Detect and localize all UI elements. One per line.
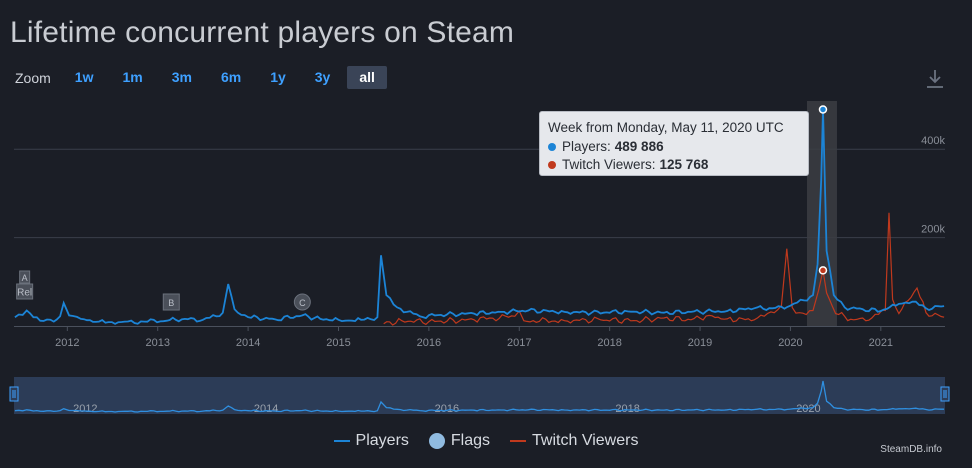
flag-label: B bbox=[168, 298, 174, 308]
legend-item-flags[interactable]: Flags bbox=[428, 432, 491, 450]
flag-label: Rel bbox=[17, 288, 32, 299]
zoom-1m-button[interactable]: 1m bbox=[122, 69, 143, 85]
tooltip-players-label: Players: bbox=[562, 138, 611, 154]
players-line-icon bbox=[333, 440, 350, 442]
navigator-range[interactable] bbox=[14, 377, 945, 414]
navigator-tick-label: 2016 bbox=[435, 403, 459, 415]
zoom-1w-button[interactable]: 1w bbox=[74, 69, 94, 85]
handle-box bbox=[9, 386, 19, 402]
navigator-right-handle[interactable] bbox=[940, 386, 950, 402]
handle-box bbox=[940, 386, 950, 402]
x-tick-label: 2016 bbox=[417, 337, 441, 349]
twitch-hover-point[interactable] bbox=[818, 266, 828, 275]
navigator-tick-label: 2014 bbox=[254, 403, 278, 415]
navigator-left-handle[interactable] bbox=[9, 386, 19, 402]
flag-a[interactable]: A bbox=[19, 270, 31, 284]
x-tick-label: 2015 bbox=[326, 337, 350, 349]
flag-b[interactable]: B bbox=[162, 293, 180, 311]
y-tick-label: 400k bbox=[921, 135, 945, 147]
x-tick-label: 2012 bbox=[55, 337, 79, 349]
tooltip-header: Week from Monday, May 11, 2020 UTC bbox=[548, 120, 784, 135]
zoom-3m-button[interactable]: 3m bbox=[171, 69, 192, 85]
flag-box bbox=[16, 283, 34, 300]
chart-tooltip: Week from Monday, May 11, 2020 UTC Playe… bbox=[539, 111, 809, 176]
zoom-6m-button[interactable]: 6m bbox=[220, 69, 242, 85]
page-title: Lifetime concurrent players on Steam bbox=[10, 16, 515, 49]
tooltip-twitch-label: Twitch Viewers: bbox=[562, 157, 656, 172]
legend-label-flags: Flags bbox=[450, 432, 491, 449]
twitch-line-icon bbox=[510, 440, 527, 442]
x-tick-label: 2018 bbox=[597, 337, 621, 349]
navigator-tick-label: 2020 bbox=[796, 403, 820, 415]
tooltip-players-value: 489 886 bbox=[614, 138, 664, 154]
zoom-all-button[interactable]: all bbox=[347, 66, 387, 89]
players-line bbox=[14, 109, 945, 325]
players-hover-point[interactable] bbox=[818, 105, 828, 114]
players-dot-icon bbox=[548, 142, 556, 151]
zoom-3y-button[interactable]: 3y bbox=[314, 69, 331, 85]
zoom-1y-button[interactable]: 1y bbox=[270, 69, 286, 85]
twitch-viewers-line bbox=[383, 212, 945, 326]
flag-c-marker bbox=[293, 293, 311, 311]
tooltip-twitch-row: Twitch Viewers: 125 768 bbox=[548, 156, 800, 175]
twitch-dot-icon bbox=[548, 161, 556, 170]
chart-legend: Players Flags Twitch Viewers bbox=[0, 432, 972, 450]
flag-box bbox=[19, 270, 31, 284]
legend-label-players: Players bbox=[355, 432, 409, 449]
flag-rel[interactable]: Rel bbox=[16, 283, 34, 300]
flag-box bbox=[162, 293, 180, 311]
navigator-tick-label: 2012 bbox=[73, 403, 97, 415]
tooltip-players-row: Players: 489 886 bbox=[548, 138, 800, 157]
x-tick-label: 2014 bbox=[236, 337, 260, 349]
x-tick-label: 2021 bbox=[869, 337, 893, 349]
flags-dot-icon bbox=[428, 433, 445, 449]
navigator-players-line bbox=[14, 380, 945, 413]
download-icon[interactable] bbox=[924, 68, 946, 90]
flag-label: C bbox=[299, 298, 306, 308]
navigator-tick-label: 2018 bbox=[615, 403, 639, 415]
flag-label: A bbox=[22, 273, 28, 283]
tooltip-twitch-value: 125 768 bbox=[659, 157, 709, 172]
x-tick-label: 2017 bbox=[507, 337, 531, 349]
legend-item-players[interactable]: Players bbox=[333, 432, 409, 450]
x-tick-label: 2020 bbox=[778, 337, 802, 349]
zoom-bar: Zoom 1w 1m 3m 6m 1y 3y all bbox=[15, 66, 392, 89]
zoom-label: Zoom bbox=[15, 69, 51, 86]
flag-c[interactable]: C bbox=[293, 293, 311, 311]
legend-label-twitch: Twitch Viewers bbox=[532, 432, 639, 449]
credit-text: SteamDB.info bbox=[880, 444, 942, 455]
x-tick-label: 2019 bbox=[688, 337, 712, 349]
x-tick-label: 2013 bbox=[145, 337, 169, 349]
y-tick-label: 200k bbox=[921, 224, 945, 236]
legend-item-twitch[interactable]: Twitch Viewers bbox=[510, 432, 638, 450]
